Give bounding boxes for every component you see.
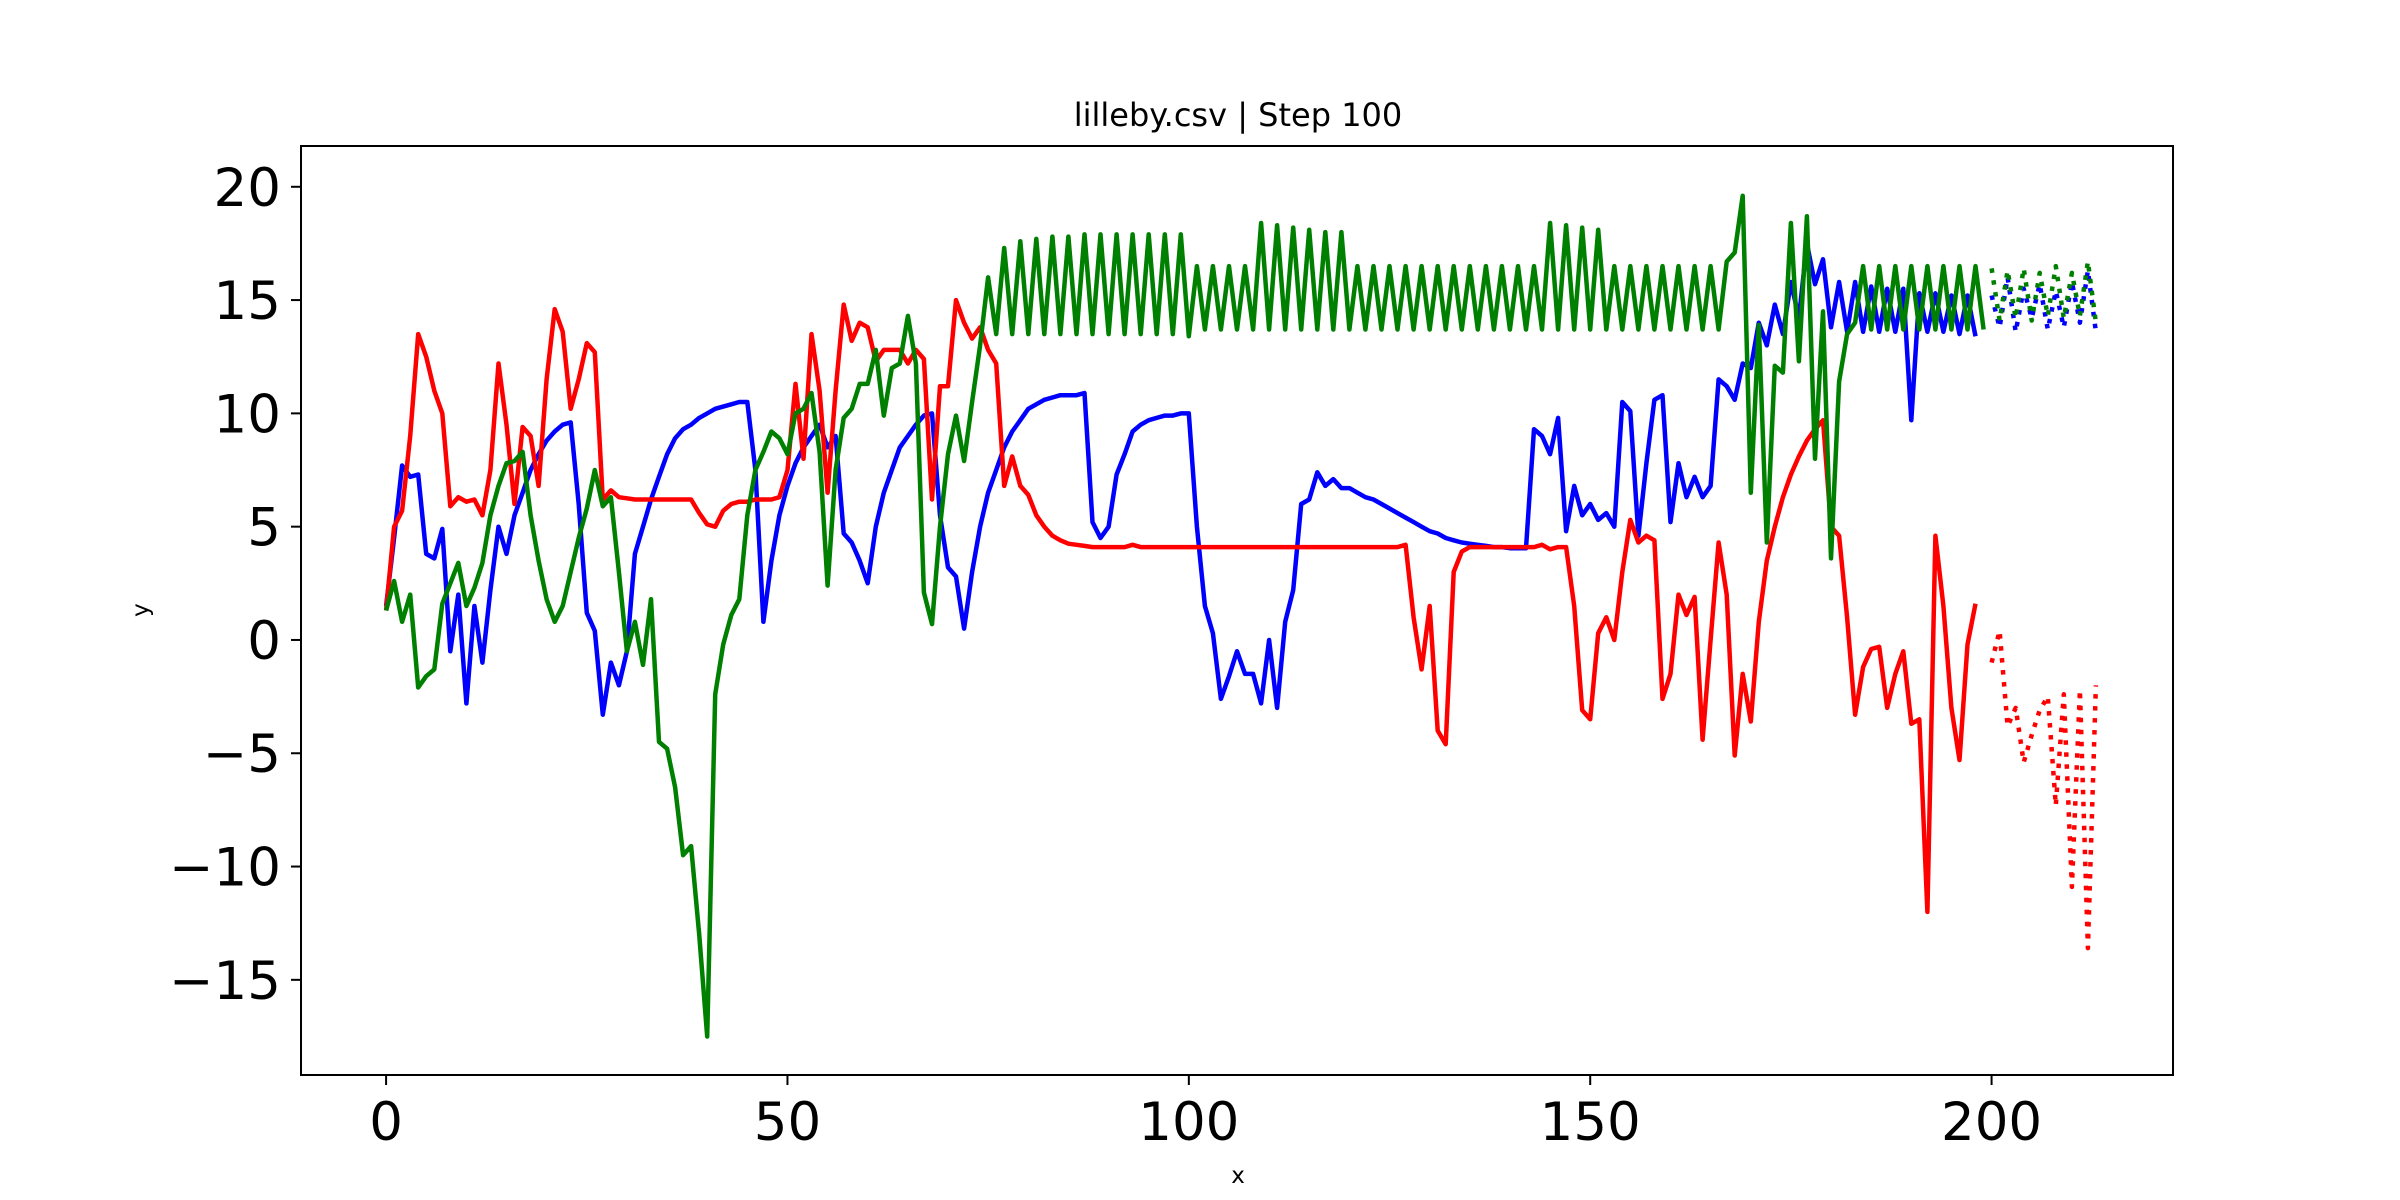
y-tick-label: −10: [169, 838, 281, 899]
y-tick-label: 20: [214, 158, 281, 219]
y-axis: −15 −10 −5 0 5 10 15 20: [169, 158, 301, 1012]
x-tick-label: 0: [369, 1092, 403, 1153]
x-tick-label: 150: [1540, 1092, 1641, 1153]
y-tick-label: 15: [214, 271, 281, 332]
y-tick-label: 10: [214, 384, 281, 445]
series-layer: [383, 193, 2099, 1039]
series-line-3: [383, 193, 1986, 1039]
series-line-4: [1989, 628, 2099, 951]
x-tick-label: 50: [754, 1092, 821, 1153]
y-tick-label: −15: [169, 951, 281, 1012]
x-axis: 0 50 100 150 200: [369, 1075, 2042, 1153]
x-axis-label: x: [1231, 1163, 1245, 1189]
y-tick-label: 0: [247, 611, 281, 672]
series-line-2: [383, 297, 1978, 915]
x-tick-label: 200: [1941, 1092, 2042, 1153]
y-axis-label: y: [128, 603, 154, 617]
series-line-6: [1989, 259, 2099, 323]
y-tick-label: 5: [247, 498, 281, 559]
plot-frame: [300, 145, 2174, 1076]
chart-title: lilleby.csv | Step 100: [1074, 96, 1403, 134]
x-tick-label: 100: [1138, 1092, 1239, 1153]
y-tick-label: −5: [203, 724, 281, 785]
